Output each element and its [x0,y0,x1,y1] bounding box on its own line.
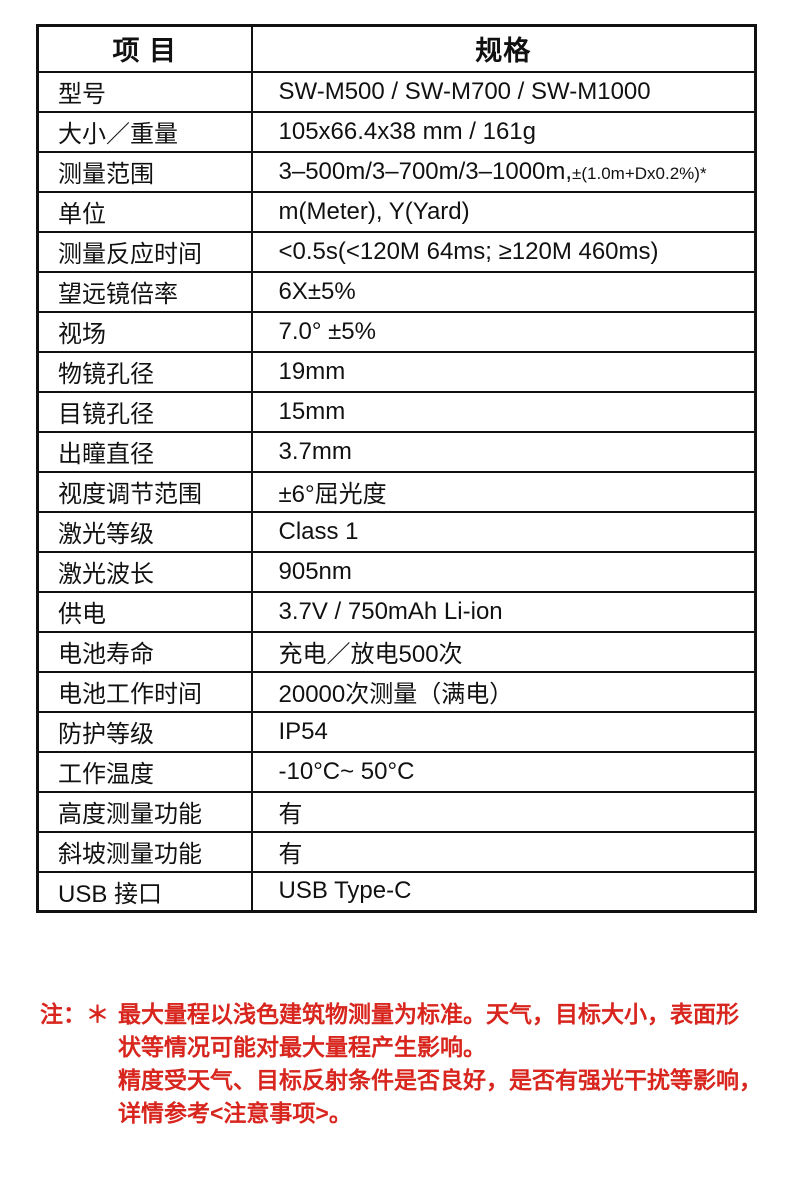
spec-label: 高度测量功能 [36,790,253,833]
spec-value: 有 [250,830,757,873]
spec-row: 斜坡测量功能 有 [36,830,757,873]
spec-row: 视场 7.0° ±5% [36,310,757,353]
spec-value-text: 充电／放电500次 [278,641,463,668]
spec-label: 视度调节范围 [36,470,253,513]
spec-row: 防护等级 IP54 [36,710,757,753]
spec-value: -10°C~ 50°C [250,750,757,793]
spec-value: ±6°屈光度 [250,470,757,513]
spec-value: 905nm [250,550,757,593]
spec-row: 供电 3.7V / 750mAh Li-ion [36,590,757,633]
spec-row: 望远镜倍率 6X±5% [36,270,757,313]
spec-value-text: 6X±5% [278,277,356,305]
footnote: 注：＊ 最大量程以浅色建筑物测量为标准。天气，目标大小，表面形 状等情况可能对最大… [40,998,762,1130]
spec-row: 大小／重量 105x66.4x38 mm / 161g [36,110,757,153]
spec-label: 测量范围 [36,150,253,193]
spec-value-text: 7.0° ±5% [278,317,377,345]
spec-value: m(Meter), Y(Yard) [250,190,757,233]
footnote-body: 最大量程以浅色建筑物测量为标准。天气，目标大小，表面形 状等情况可能对最大量程产生… [118,998,762,1130]
spec-value: SW-M500 / SW-M700 / SW-M1000 [250,70,757,113]
spec-value: 15mm [250,390,757,433]
spec-value-text: 有 [278,841,303,868]
spec-label: 防护等级 [36,710,253,753]
spec-table-body: 型号 SW-M500 / SW-M700 / SW-M1000 大小／重量 10… [36,70,757,913]
spec-value: 有 [250,790,757,833]
spec-row: 电池工作时间 20000次测量（满电） [36,670,757,713]
spec-value-text: <0.5s(<120M 64ms; ≥120M 460ms) [278,237,659,265]
spec-row: 物镜孔径 19mm [36,350,757,393]
spec-label: 型号 [36,70,253,113]
spec-label: 视场 [36,310,253,353]
footnote-line: 最大量程以浅色建筑物测量为标准。天气，目标大小，表面形 [118,1001,739,1027]
spec-value: 105x66.4x38 mm / 161g [250,110,757,153]
spec-label: 激光波长 [36,550,253,593]
spec-value-text: 19mm [278,357,346,385]
spec-value-text: 3–500m/3–700m/3–1000m, [278,157,573,185]
spec-row: 测量范围 3–500m/3–700m/3–1000m,±(1.0m+Dx0.2%… [36,150,757,193]
spec-value-text: 有 [278,801,303,828]
spec-value-text: 15mm [278,397,346,425]
spec-value: 3–500m/3–700m/3–1000m,±(1.0m+Dx0.2%)* [250,150,757,193]
spec-value-text: SW-M500 / SW-M700 / SW-M1000 [278,77,651,105]
spec-row: 高度测量功能 有 [36,790,757,833]
spec-row: 视度调节范围 ±6°屈光度 [36,470,757,513]
spec-row: 测量反应时间 <0.5s(<120M 64ms; ≥120M 460ms) [36,230,757,273]
spec-label: 单位 [36,190,253,233]
spec-label: 目镜孔径 [36,390,253,433]
spec-label: 物镜孔径 [36,350,253,393]
spec-value-text: 3.7mm [278,437,352,465]
spec-value-text: 3.7V / 750mAh Li-ion [278,597,503,625]
spec-row: 出瞳直径 3.7mm [36,430,757,473]
footnote-line: 详情参考<注意事项>。 [118,1100,352,1126]
footnote-prefix: 注：＊ [40,1001,109,1027]
spec-value: 19mm [250,350,757,393]
spec-value: <0.5s(<120M 64ms; ≥120M 460ms) [250,230,757,273]
spec-value-text: Class 1 [278,517,359,545]
header-item-cell: 项 目 [36,24,253,73]
spec-label: 大小／重量 [36,110,253,153]
spec-value-small-text: ±(1.0m+Dx0.2%)* [572,163,707,183]
spec-label: USB 接口 [36,870,253,913]
spec-label: 电池寿命 [36,630,253,673]
header-spec-cell: 规格 [250,24,757,73]
spec-table: 项 目 规格 型号 SW-M500 / SW-M700 / SW-M1000 大… [36,24,757,913]
footnote-line: 精度受天气、目标反射条件是否良好，是否有强光干扰等影响， [118,1067,762,1093]
spec-value-text: 20000次测量（满电） [278,681,514,708]
spec-label: 工作温度 [36,750,253,793]
spec-value: 6X±5% [250,270,757,313]
spec-value: 7.0° ±5% [250,310,757,353]
spec-value: 3.7mm [250,430,757,473]
spec-value-text: -10°C~ 50°C [278,757,415,785]
spec-row: 目镜孔径 15mm [36,390,757,433]
spec-row: 激光等级 Class 1 [36,510,757,553]
spec-value-text: IP54 [278,717,328,745]
spec-row: 激光波长 905nm [36,550,757,593]
spec-label: 出瞳直径 [36,430,253,473]
spec-value: 充电／放电500次 [250,630,757,673]
spec-value: Class 1 [250,510,757,553]
spec-value-text: ±6°屈光度 [278,481,387,508]
spec-value: IP54 [250,710,757,753]
spec-label: 望远镜倍率 [36,270,253,313]
spec-row: 型号 SW-M500 / SW-M700 / SW-M1000 [36,70,757,113]
spec-label: 激光等级 [36,510,253,553]
spec-row: USB 接口 USB Type-C [36,870,757,913]
spec-label: 斜坡测量功能 [36,830,253,873]
footnote-line: 状等情况可能对最大量程产生影响。 [118,1034,486,1060]
spec-label: 电池工作时间 [36,670,253,713]
spec-value-text: 905nm [278,557,352,585]
spec-row: 电池寿命 充电／放电500次 [36,630,757,673]
spec-row: 单位 m(Meter), Y(Yard) [36,190,757,233]
spec-header-row: 项 目 规格 [36,24,757,73]
spec-row: 工作温度 -10°C~ 50°C [36,750,757,793]
spec-label: 供电 [36,590,253,633]
spec-value: 20000次测量（满电） [250,670,757,713]
spec-value: 3.7V / 750mAh Li-ion [250,590,757,633]
spec-value: USB Type-C [250,870,757,913]
spec-value-text: m(Meter), Y(Yard) [278,197,470,225]
spec-value-text: USB Type-C [278,877,412,905]
spec-value-text: 105x66.4x38 mm / 161g [278,117,537,145]
spec-label: 测量反应时间 [36,230,253,273]
